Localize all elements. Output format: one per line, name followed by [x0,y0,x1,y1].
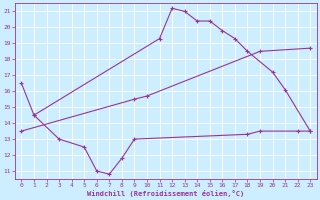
X-axis label: Windchill (Refroidissement éolien,°C): Windchill (Refroidissement éolien,°C) [87,190,244,197]
